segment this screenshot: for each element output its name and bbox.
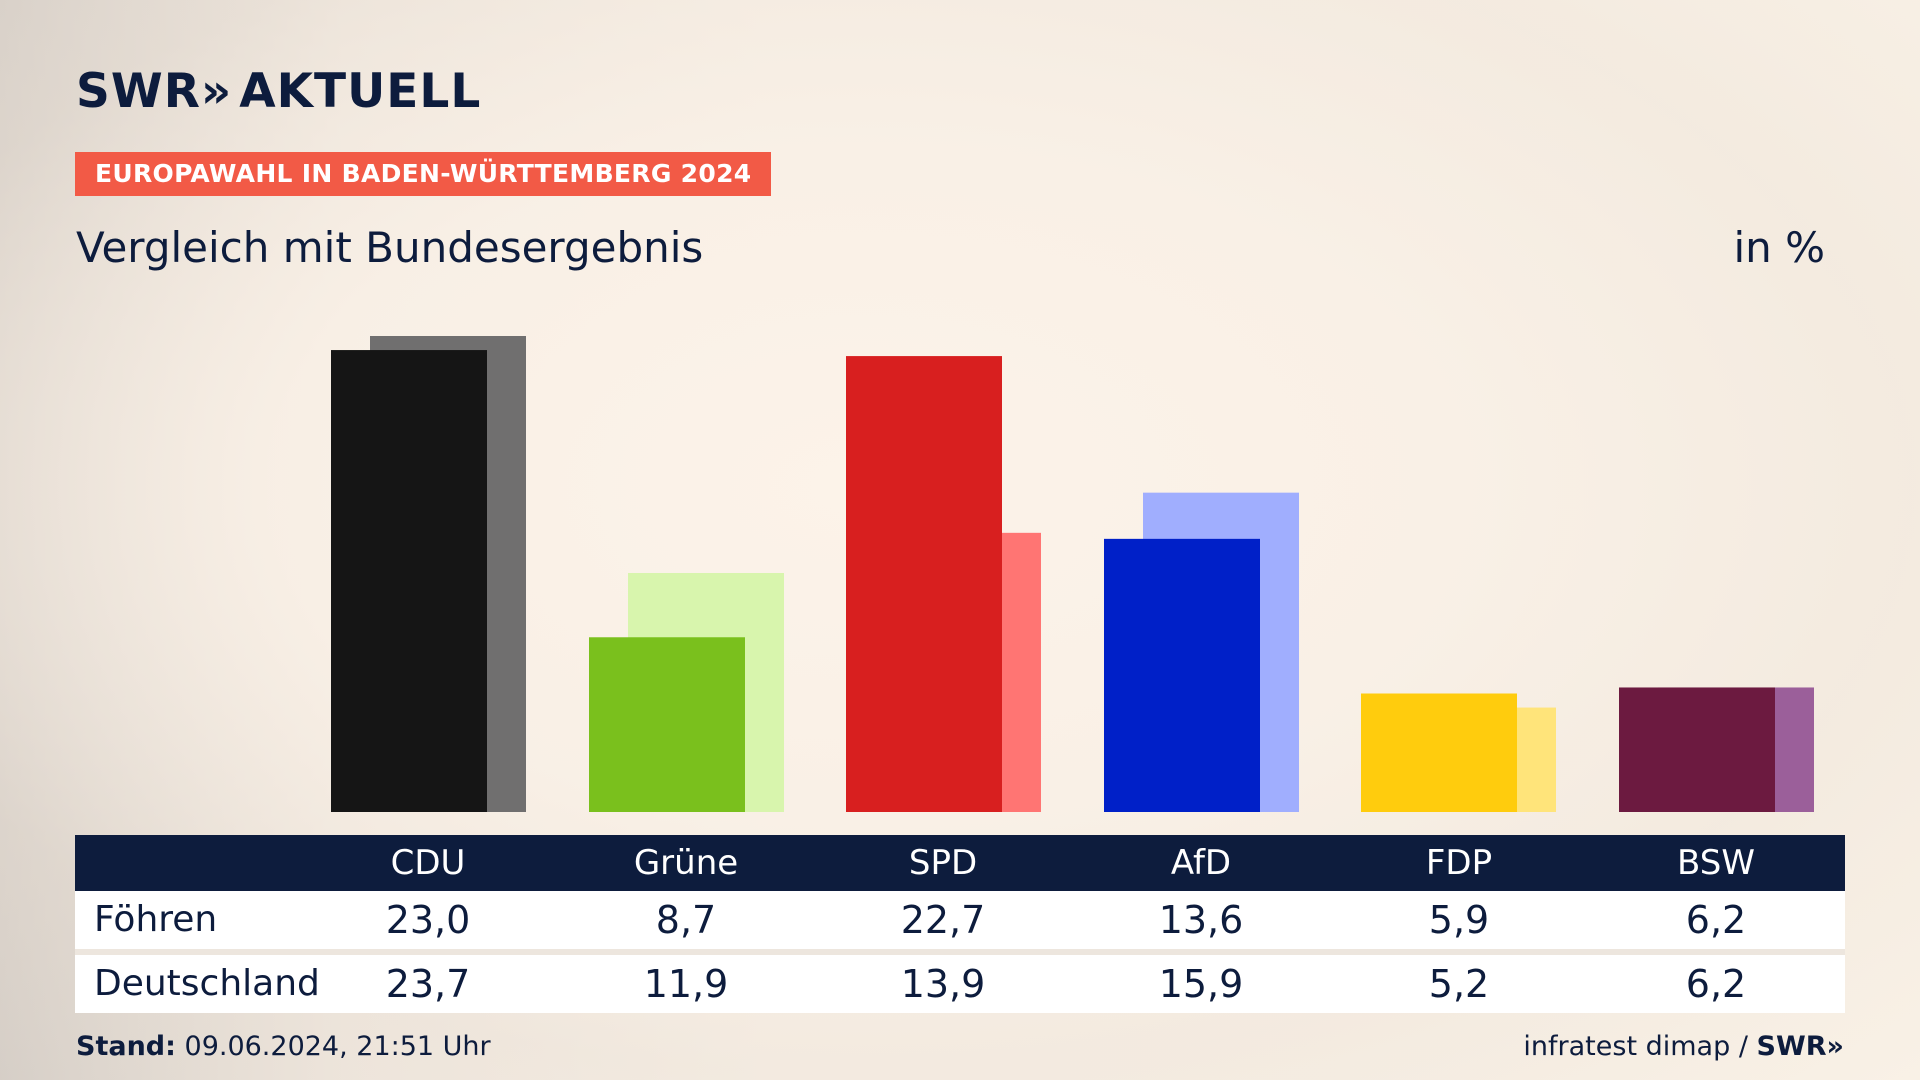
chart-unit: in %	[1733, 223, 1825, 272]
table-cell: 8,7	[655, 898, 717, 942]
bar-local-cdu	[331, 350, 487, 812]
column-header: BSW	[1677, 843, 1755, 883]
table-cell: 5,9	[1428, 898, 1490, 942]
logo-aktuell: AKTUELL	[239, 64, 482, 119]
table-cell: 5,2	[1428, 962, 1490, 1006]
logo-swr: SWR	[76, 64, 201, 119]
column-header: SPD	[908, 843, 978, 883]
source-brand: SWR»	[1756, 1031, 1844, 1062]
bar-local-spd	[846, 356, 1002, 812]
table-row: Föhren 23,0 8,7 22,7 13,6 5,9 6,2	[75, 891, 1845, 955]
table-cell: 23,7	[385, 962, 471, 1006]
column-header: FDP	[1425, 843, 1493, 883]
column-header: Grüne	[633, 843, 739, 883]
column-header: AfD	[1170, 843, 1232, 883]
table-cell: 15,9	[1158, 962, 1244, 1006]
source-credit: infratest dimap / SWR»	[1523, 1030, 1844, 1064]
table-cell: 13,6	[1158, 898, 1244, 942]
bar-chart	[331, 336, 1814, 812]
swr-aktuell-logo: SWR» AKTUELL	[76, 64, 481, 120]
stand-label: Stand:	[76, 1031, 176, 1062]
table-cell: 6,2	[1685, 898, 1747, 942]
table-cell: 22,7	[900, 898, 986, 942]
source-text: infratest dimap /	[1523, 1031, 1748, 1062]
results-table: CDU Grüne SPD AfD FDP BSW Föhren 23,0 8,7 22,7 1…	[75, 835, 1845, 1013]
column-header: CDU	[390, 843, 466, 883]
chart-subtitle: Vergleich mit Bundesergebnis	[76, 223, 704, 272]
table-cell: 23,0	[385, 898, 471, 942]
bar-local-bsw	[1619, 687, 1775, 812]
bar-local-afd	[1104, 538, 1260, 812]
table-cell: 13,9	[900, 962, 986, 1006]
stand-value: 09.06.2024, 21:51 Uhr	[184, 1031, 491, 1062]
election-tag: EUROPAWAHL IN BADEN-WÜRTTEMBERG 2024	[75, 152, 772, 196]
timestamp: Stand: 09.06.2024, 21:51 Uhr	[76, 1030, 491, 1064]
bar-local-fdp	[1361, 693, 1517, 812]
table-cell: 6,2	[1685, 962, 1747, 1006]
bar-local-grüne	[589, 637, 745, 812]
table-header: CDU Grüne SPD AfD FDP BSW	[75, 835, 1845, 891]
table-row: Deutschland 23,7 11,9 13,9 15,9 5,2 6,2	[75, 955, 1845, 1013]
row-label-local: Föhren	[94, 899, 218, 940]
table-cell: 11,9	[643, 962, 729, 1006]
row-label-national: Deutschland	[94, 963, 320, 1004]
